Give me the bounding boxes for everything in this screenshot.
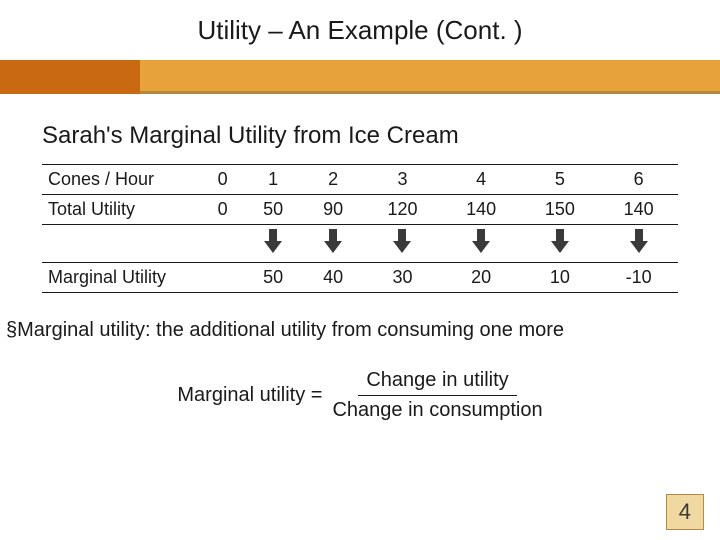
cell: 0 xyxy=(202,165,243,195)
cell: 0 xyxy=(202,195,243,225)
down-arrow-icon xyxy=(551,229,569,253)
cell: 1 xyxy=(243,165,303,195)
formula-denominator: Change in consumption xyxy=(332,396,542,423)
formula-numerator: Change in utility xyxy=(358,368,516,396)
cell: 150 xyxy=(521,195,600,225)
row-label-cones: Cones / Hour xyxy=(42,165,202,195)
bullet-icon: § xyxy=(6,319,17,341)
formula-fraction: Change in utility Change in consumption xyxy=(332,368,542,423)
row-label-marginal: Marginal Utility xyxy=(42,263,202,293)
down-arrow-icon xyxy=(472,229,490,253)
cell: 30 xyxy=(363,263,442,293)
cell: 90 xyxy=(303,195,363,225)
page-number: 4 xyxy=(666,494,704,530)
accent-left xyxy=(0,60,140,94)
cell: 140 xyxy=(599,195,678,225)
formula-lhs: Marginal utility = xyxy=(177,384,322,407)
utility-table: Cones / Hour 0 1 2 3 4 5 6 Total Utility… xyxy=(42,164,678,293)
slide-title: Utility – An Example (Cont. ) xyxy=(197,15,522,46)
cell: 5 xyxy=(521,165,600,195)
definition-line: §Marginal utility: the additional utilit… xyxy=(6,319,678,342)
table-row: Total Utility 0 50 90 120 140 150 140 xyxy=(42,195,678,225)
subtitle: Sarah's Marginal Utility from Ice Cream xyxy=(42,122,678,150)
cell: 10 xyxy=(521,263,600,293)
table-row: Marginal Utility 50 40 30 20 10 -10 xyxy=(42,263,678,293)
cell: -10 xyxy=(599,263,678,293)
content-area: Sarah's Marginal Utility from Ice Cream … xyxy=(0,94,720,423)
down-arrow-icon xyxy=(393,229,411,253)
cell: 40 xyxy=(303,263,363,293)
table-row: Cones / Hour 0 1 2 3 4 5 6 xyxy=(42,165,678,195)
cell: 120 xyxy=(363,195,442,225)
cell: 4 xyxy=(442,165,521,195)
formula: Marginal utility = Change in utility Cha… xyxy=(42,368,678,423)
cell: 50 xyxy=(243,263,303,293)
down-arrow-icon xyxy=(264,229,282,253)
cell: 20 xyxy=(442,263,521,293)
cell: 3 xyxy=(363,165,442,195)
title-bar: Utility – An Example (Cont. ) xyxy=(0,0,720,60)
down-arrow-icon xyxy=(324,229,342,253)
arrow-row xyxy=(42,225,678,263)
accent-strip xyxy=(0,60,720,94)
accent-right xyxy=(140,60,720,94)
definition-text: Marginal utility: the additional utility… xyxy=(17,319,564,341)
row-label-total: Total Utility xyxy=(42,195,202,225)
cell: 6 xyxy=(599,165,678,195)
cell: 140 xyxy=(442,195,521,225)
cell: 50 xyxy=(243,195,303,225)
down-arrow-icon xyxy=(630,229,648,253)
cell: 2 xyxy=(303,165,363,195)
